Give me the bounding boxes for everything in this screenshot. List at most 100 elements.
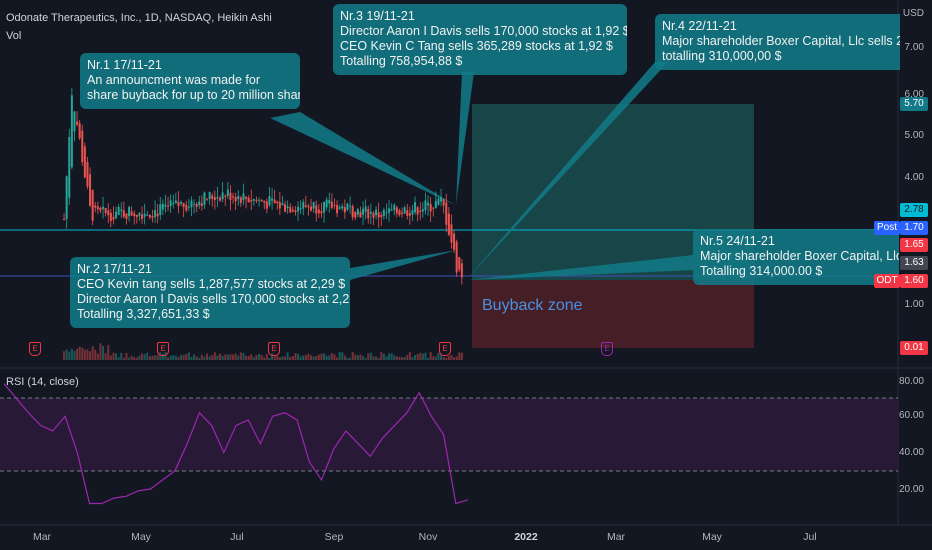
volume-badge: 0.01 (900, 341, 928, 355)
post-market-label: Post (874, 221, 900, 235)
candle-body (271, 198, 274, 201)
candle-body (148, 214, 151, 218)
volume-bar (130, 355, 133, 360)
candle-body (141, 214, 144, 219)
nr3-pointer (456, 72, 474, 205)
candle-body (411, 210, 414, 215)
volume-bar (367, 353, 370, 360)
candle-body (203, 192, 206, 205)
candle-body (193, 203, 196, 205)
volume-bar (258, 354, 261, 360)
volume-bar (411, 357, 414, 360)
candle-body (265, 201, 268, 209)
volume-bar (450, 354, 453, 360)
annotation-nr4-line: totalling 310,000,00 $ (662, 49, 782, 63)
candle-body (278, 202, 281, 209)
candle-body (380, 214, 383, 218)
annotation-nr2[interactable]: Nr.2 17/11-21 CEO Kevin tang sells 1,287… (70, 257, 350, 328)
candle-body (338, 207, 341, 210)
volume-bar (362, 356, 365, 360)
volume-bar (338, 352, 341, 360)
annotation-nr1[interactable]: Nr.1 17/11-21 An announcment was made fo… (80, 53, 300, 109)
volume-bar (294, 353, 297, 360)
candle-body (130, 211, 133, 216)
annotation-nr5-title: Nr.5 24/11-21 (700, 234, 775, 248)
symbol-badge: ODT (874, 274, 900, 288)
annotation-nr3-line: Totalling 758,954,88 $ (340, 54, 463, 68)
volume-bar (377, 357, 380, 360)
rsi-tick: 40.00 (898, 447, 924, 458)
candle-body (408, 213, 411, 216)
candle-body (154, 210, 157, 218)
candle-body (76, 121, 79, 125)
volume-bar (323, 353, 326, 360)
volume-bar (440, 354, 443, 360)
earnings-marker[interactable]: E (268, 342, 280, 356)
volume-bar (388, 353, 391, 360)
volume-bar (291, 356, 294, 360)
annotation-nr5[interactable]: Nr.5 24/11-21 Major shareholder Boxer Ca… (693, 229, 899, 285)
annotation-nr1-line: share buyback for up to 20 million share… (87, 88, 300, 102)
price-tick: 1.00 (904, 299, 924, 310)
volume-bar (328, 355, 331, 360)
candle-body (151, 216, 154, 218)
candle-body (250, 200, 253, 202)
volume-bar (221, 355, 224, 360)
time-tick: Sep (324, 531, 344, 543)
candle-body (252, 199, 255, 201)
volume-bar (161, 353, 164, 360)
candle-body (268, 196, 271, 206)
volume-bar (393, 355, 396, 360)
volume-bar (458, 352, 461, 360)
volume-bar (216, 355, 219, 360)
volume-bar (382, 353, 385, 360)
candle-body (245, 196, 248, 199)
nr2-pointer (350, 250, 457, 280)
currency-label[interactable]: USD (902, 8, 924, 19)
candle-body (81, 130, 84, 163)
candle-body (146, 214, 149, 216)
candle-body (284, 204, 287, 212)
volume-bar (445, 357, 448, 360)
candle-body (388, 208, 391, 213)
volume-bar (437, 352, 440, 360)
volume-bar (141, 353, 144, 360)
volume-bar (336, 357, 339, 360)
annotation-nr3[interactable]: Nr.3 19/11-21 Director Aaron I Davis sel… (333, 4, 627, 75)
target-price-badge: 5.70 (900, 97, 928, 111)
candle-body (73, 111, 76, 132)
earnings-marker[interactable]: E (439, 342, 451, 356)
candle-body (330, 201, 333, 208)
buyback-zone-label: Buyback zone (482, 297, 583, 314)
volume-bar (237, 355, 240, 360)
candle-body (65, 176, 68, 220)
volume-bar (408, 352, 411, 360)
candle-body (403, 207, 406, 214)
volume-bar (242, 352, 245, 360)
earnings-marker[interactable]: E (29, 342, 41, 356)
candle-body (190, 200, 193, 208)
candle-body (336, 205, 339, 214)
volume-bar (151, 355, 154, 360)
candle-body (115, 211, 118, 219)
volume-bar (359, 354, 362, 360)
candle-body (424, 200, 427, 211)
volume-bar (299, 356, 302, 360)
candle-body (312, 202, 315, 209)
candle-body (219, 197, 222, 201)
volume-bar (271, 353, 274, 360)
volume-bar (369, 352, 372, 360)
volume-bar (138, 355, 141, 360)
annotation-nr3-line: Director Aaron I Davis sells 170,000 sto… (340, 24, 627, 38)
volume-bar (135, 357, 138, 360)
volume-bar (315, 356, 318, 360)
candle-body (247, 197, 250, 203)
volume-bar (380, 352, 383, 360)
candle-body (156, 213, 159, 217)
candle-body (68, 137, 71, 198)
candle-body (354, 211, 357, 218)
earnings-marker-upcoming[interactable]: E (601, 342, 613, 356)
earnings-marker[interactable]: E (157, 342, 169, 356)
annotation-nr4[interactable]: Nr.4 22/11-21 Major shareholder Boxer Ca… (655, 14, 900, 70)
